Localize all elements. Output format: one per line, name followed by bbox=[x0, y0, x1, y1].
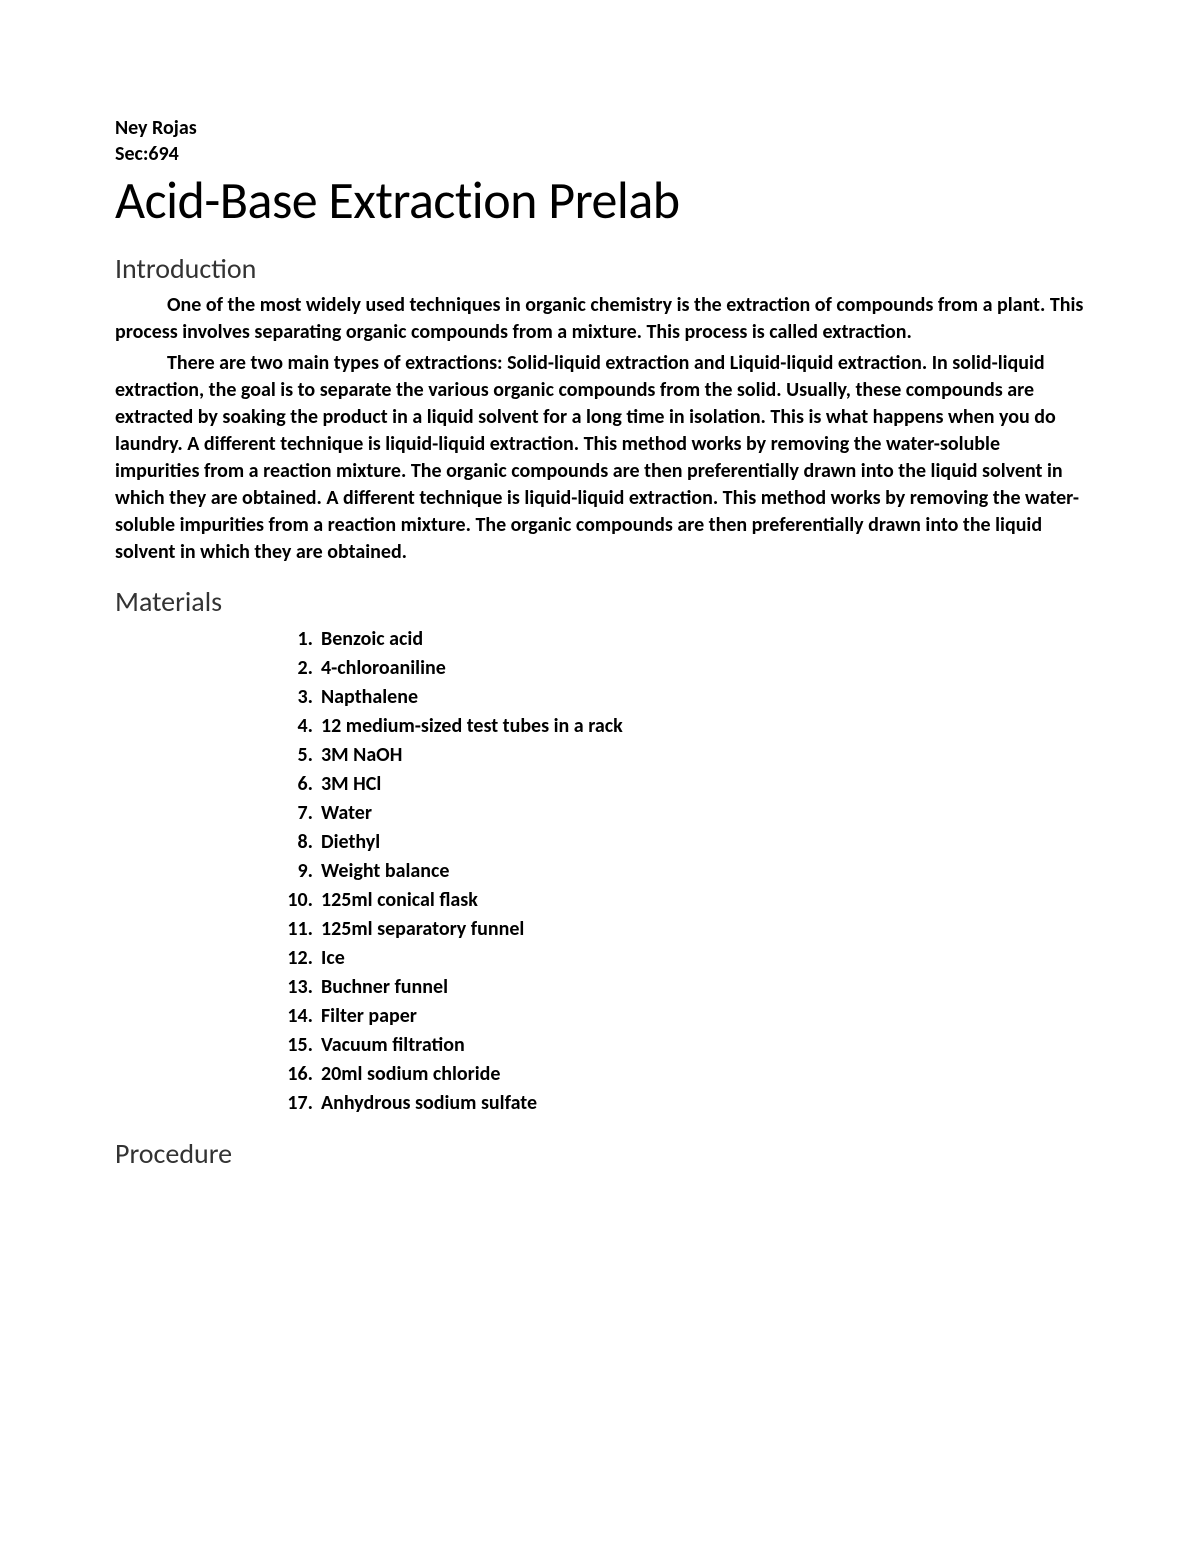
document-title: Acid-Base Extraction Prelab bbox=[115, 169, 1085, 231]
intro-paragraph-2: There are two main types of extractions:… bbox=[115, 350, 1085, 566]
materials-item: Vacuum filtration bbox=[283, 1031, 1085, 1060]
materials-item: Anhydrous sodium sulfate bbox=[283, 1089, 1085, 1118]
materials-item: Napthalene bbox=[283, 683, 1085, 712]
materials-item: 4-chloroaniline bbox=[283, 654, 1085, 683]
materials-item: Benzoic acid bbox=[283, 625, 1085, 654]
materials-item: Water bbox=[283, 799, 1085, 828]
materials-item: 125ml conical flask bbox=[283, 886, 1085, 915]
procedure-heading: Procedure bbox=[115, 1136, 1085, 1171]
materials-item: Ice bbox=[283, 944, 1085, 973]
intro-heading: Introduction bbox=[115, 251, 1085, 286]
materials-item: 3M NaOH bbox=[283, 741, 1085, 770]
author-name: Ney Rojas bbox=[115, 115, 1085, 141]
materials-item: Buchner funnel bbox=[283, 973, 1085, 1002]
materials-item: Diethyl bbox=[283, 828, 1085, 857]
materials-item: Filter paper bbox=[283, 1002, 1085, 1031]
materials-item: 125ml separatory funnel bbox=[283, 915, 1085, 944]
materials-item: 20ml sodium chloride bbox=[283, 1060, 1085, 1089]
materials-list: Benzoic acid 4-chloroaniline Napthalene … bbox=[283, 625, 1085, 1118]
materials-item: 3M HCl bbox=[283, 770, 1085, 799]
section-number: Sec:694 bbox=[115, 141, 1085, 167]
intro-paragraph-1: One of the most widely used techniques i… bbox=[115, 292, 1085, 346]
materials-item: 12 medium-sized test tubes in a rack bbox=[283, 712, 1085, 741]
materials-heading: Materials bbox=[115, 584, 1085, 619]
materials-item: Weight balance bbox=[283, 857, 1085, 886]
